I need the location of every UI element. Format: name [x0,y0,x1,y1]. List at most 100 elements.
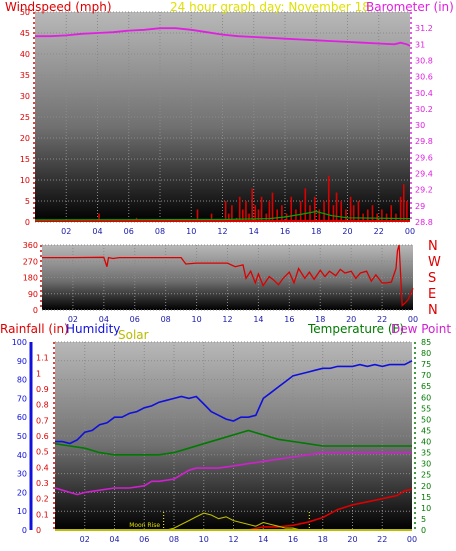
windspeed-tick-label: 40 [20,50,30,59]
humidity-tick-label: 90 [17,357,27,366]
direction-tick-label: 360 [23,241,38,250]
barometer-tick-label: 30.4 [415,89,433,98]
windspeed-tick-label: 50 [20,8,30,17]
rainfall-axis-label: Rainfall (in) [0,322,69,336]
x-tick-label: 00 [408,315,418,324]
rainfall-tick-label: 0.7 [36,416,49,425]
rainfall-tick-label: 0.5 [36,448,49,457]
x-tick-label: 12 [222,315,232,324]
moon-rise-annotation: Moon Rise [129,522,160,529]
humidity-tick-label: 60 [17,413,27,422]
humidity-tick-label: 40 [17,451,27,460]
barometer-tick-label: 28.8 [415,218,433,227]
x-tick-label: 00 [407,535,417,544]
temperature-tick-label: 40 [421,438,431,447]
rainfall-tick-label: 0 [36,526,41,535]
windspeed-tick-label: 10 [20,176,30,185]
x-tick-label: 04 [99,315,109,324]
x-tick-label: 08 [161,315,171,324]
barometer-tick-label: 31.2 [415,24,433,33]
dew-point-axis-label: Dew Point (F) [391,322,456,336]
temperature-tick-label: 25 [421,471,431,480]
temperature-tick-label: 45 [421,426,431,435]
x-tick-label: 16 [280,227,290,236]
barometer-axis-label: Barometer (in) [366,0,454,14]
barometer-tick-label: 29.2 [415,186,433,195]
temperature-line [54,429,412,456]
windspeed-tick-label: 35 [20,71,30,80]
rainfall-line [55,488,413,531]
direction-tick-label: 90 [28,290,38,299]
header-labels: Windspeed (mph) 24 hour graph day: Novem… [0,0,456,342]
barometer-tick-label: 30.2 [415,105,433,114]
humidity-tick-label: 30 [17,470,27,479]
rainfall-tick-label: 0.9 [36,385,49,394]
direction-tick-label: 0 [33,306,38,315]
x-tick-label: 20 [346,315,356,324]
humidity-tick-label: 100 [12,338,27,347]
x-tick-label: 14 [249,227,259,236]
temperature-tick-label: 75 [421,360,431,369]
x-tick-label: 04 [92,227,102,236]
temperature-tick-label: 20 [421,482,431,491]
windspeed-tick-label: 5 [25,197,30,206]
x-tick-label: 10 [186,227,196,236]
rainfall-tick-label: 0.3 [36,479,49,488]
temperature-tick-label: 35 [421,449,431,458]
temperature-axis-label: Temperature (F) [307,322,404,336]
temperature-tick-label: 10 [421,504,431,513]
x-tick-label: 06 [130,315,140,324]
temperature-tick-label: 55 [421,404,431,413]
x-tick-label: 00 [405,227,415,236]
x-tick-label: 10 [191,315,201,324]
x-tick-label: 18 [315,315,325,324]
temperature-tick-label: 5 [421,515,426,524]
direction-tick-label: 180 [23,274,38,283]
temperature-tick-label: 65 [421,382,431,391]
barometer-tick-label: 29 [415,202,425,211]
x-tick-label: 22 [377,315,387,324]
rainfall-tick-label: 0.6 [36,432,49,441]
x-tick-label: 08 [155,227,165,236]
x-tick-label: 06 [124,227,134,236]
x-tick-label: 14 [253,315,263,324]
humidity-tick-label: 20 [17,488,27,497]
windspeed-axis-label: Windspeed (mph) [5,0,112,14]
windspeed-tick-label: 0 [25,218,30,227]
compass-label: N [428,239,438,254]
windspeed-tick-label: 25 [20,113,30,122]
compass-label: W [428,255,441,270]
x-tick-label: 02 [80,535,90,544]
humidity-tick-label: 80 [17,376,27,385]
compass-label: E [428,287,436,302]
humidity-line [55,360,413,445]
humidity-tick-label: 0 [22,526,27,535]
temperature-tick-label: 30 [421,460,431,469]
temperature-tick-label: 60 [421,393,431,402]
humidity-axis-label: Humidity [66,322,120,336]
temperature-tick-label: 0 [421,526,426,535]
barometer-tick-label: 30.6 [415,73,433,82]
x-tick-label: 14 [258,535,268,544]
windspeed-tick-label: 20 [20,134,30,143]
x-tick-label: 12 [228,535,238,544]
temperature-tick-label: 85 [421,338,431,347]
compass-label: N [428,303,438,318]
temperature-tick-label: 15 [421,493,431,502]
wind-direction-line [42,244,414,307]
x-tick-label: 12 [217,227,227,236]
graph-title: 24 hour graph day: November 18 [170,0,370,14]
rain-temperature-panel: 02 04 06 08 10 12 14 16 18 20 22 000102030405060708… [12,338,431,544]
solar-line [166,512,301,531]
barometer-tick-label: 29.4 [415,170,433,179]
x-tick-label: 18 [318,535,328,544]
x-tick-label: 20 [347,535,357,544]
temperature-tick-label: 80 [421,349,431,358]
humidity-tick-label: 70 [17,394,27,403]
x-tick-label: 08 [169,535,179,544]
barometer-tick-label: 29.8 [415,137,433,146]
x-tick-label: 02 [68,315,78,324]
